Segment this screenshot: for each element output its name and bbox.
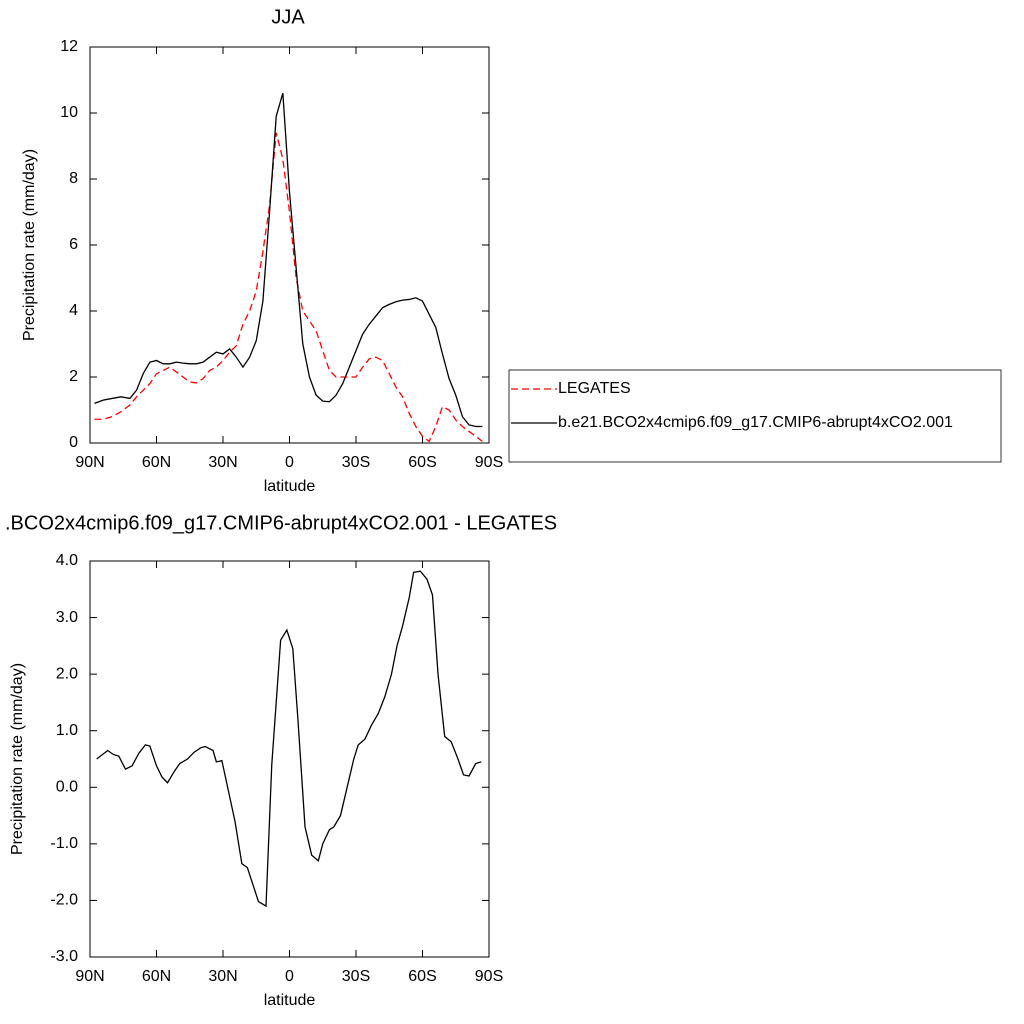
x-tick-label: 90S (475, 968, 503, 985)
y-axis-label: Precipitation rate (mm/day) (9, 663, 26, 855)
legend-label: LEGATES (558, 380, 631, 397)
x-tick-label: 60S (408, 454, 436, 471)
x-tick-label: 30S (342, 454, 370, 471)
x-tick-label: 90N (75, 454, 104, 471)
y-tick-label: 2 (69, 368, 78, 385)
x-tick-label: 90N (75, 968, 104, 985)
chart-title: .BCO2x4cmip6.f09_g17.CMIP6-abrupt4xCO2.0… (5, 512, 557, 534)
y-tick-label: 8 (69, 170, 78, 187)
y-axis-label: Precipitation rate (mm/day) (21, 149, 38, 341)
x-tick-label: 60S (408, 968, 436, 985)
x-tick-label: 60N (142, 454, 171, 471)
x-axis-label: latitude (264, 478, 316, 495)
x-axis-label: latitude (264, 992, 316, 1009)
x-tick-label: 90S (475, 454, 503, 471)
y-tick-label: -3.0 (50, 948, 78, 965)
plot-frame (89, 560, 490, 958)
y-tick-label: 0 (69, 434, 78, 451)
x-tick-label: 30N (208, 454, 237, 471)
y-tick-label: 12 (60, 38, 78, 55)
legend-frame (508, 369, 1002, 463)
data-line (96, 570, 482, 908)
x-tick-label: 60N (142, 968, 171, 985)
chart-title: JJA (271, 6, 305, 28)
x-tick-label: 30N (208, 968, 237, 985)
legend-label: b.e21.BCO2x4cmip6.f09_g17.CMIP6-abrupt4x… (558, 414, 953, 431)
y-tick-label: 10 (60, 104, 78, 121)
y-tick-label: -1.0 (50, 835, 78, 852)
legend: LEGATES b.e21.BCO2x4cmip6.f09_g17.CMIP6-a… (508, 369, 1002, 463)
x-tick-label: 30S (342, 968, 370, 985)
y-tick-label: 0.0 (56, 779, 78, 796)
y-tick-label: 4.0 (56, 552, 78, 569)
y-tick-label: 4 (69, 302, 78, 319)
data-line (94, 93, 483, 428)
x-tick-label: 0 (285, 968, 294, 985)
y-tick-label: 2.0 (56, 665, 78, 682)
data-line (94, 132, 483, 443)
y-tick-label: 1.0 (56, 722, 78, 739)
y-tick-label: 6 (69, 236, 78, 253)
x-tick-label: 0 (285, 454, 294, 471)
y-tick-label: 3.0 (56, 609, 78, 626)
y-tick-label: -2.0 (50, 892, 78, 909)
